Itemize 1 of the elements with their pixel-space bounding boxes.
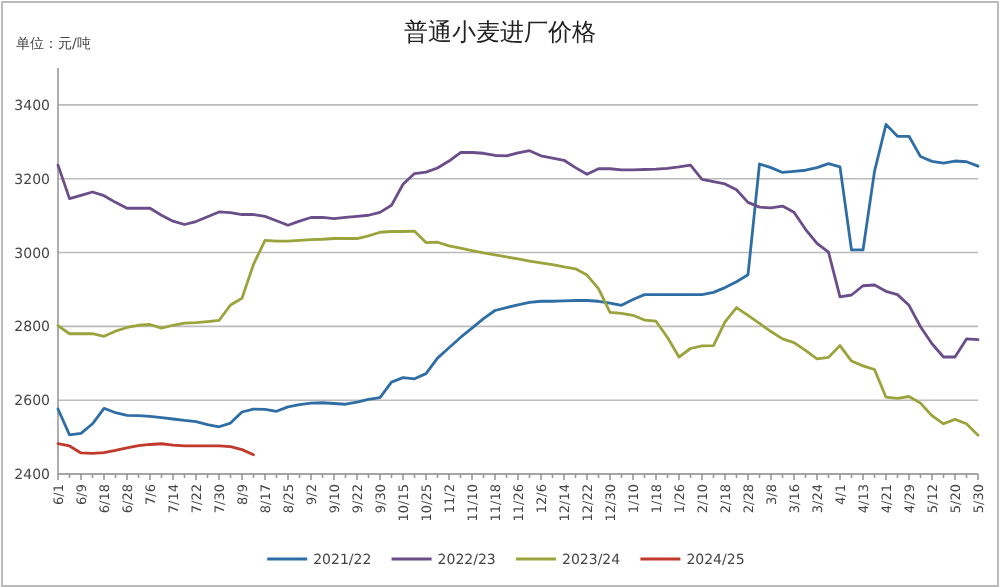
chart-title: 普通小麦进厂价格	[404, 18, 596, 46]
